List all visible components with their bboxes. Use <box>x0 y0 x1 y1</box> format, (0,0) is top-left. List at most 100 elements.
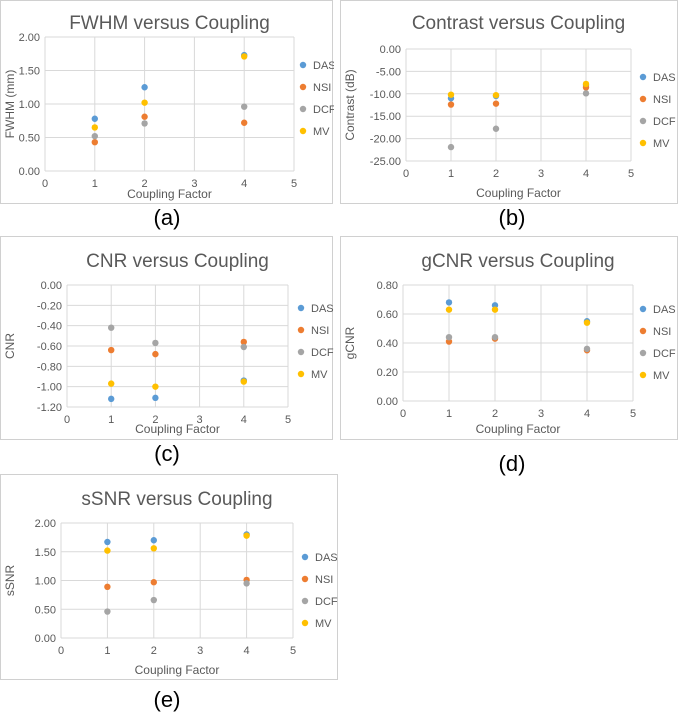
legend-entry: MV <box>653 370 670 382</box>
chart-cnr: CNR versus Coupling 0.00 -0.20 -0.40 -0.60 -0… <box>3 251 334 436</box>
legend-marker <box>639 349 647 357</box>
y-tick-label: 0.60 <box>377 309 398 321</box>
legend-marker <box>301 575 309 583</box>
data-point-mv <box>91 124 99 131</box>
data-point-dcf <box>445 334 453 341</box>
data-point-dcf <box>243 580 250 587</box>
legend-marker <box>297 304 305 312</box>
x-axis-label: Coupling Factor <box>135 422 220 436</box>
legend-marker <box>301 619 309 627</box>
legend-entry: NSI <box>313 82 331 94</box>
x-tick-label: 3 <box>191 178 197 190</box>
y-axis-label: FWHM (mm) <box>3 70 17 139</box>
x-tick-label: 4 <box>241 414 247 426</box>
legend-marker <box>297 370 305 378</box>
data-point-dcf <box>582 90 590 97</box>
y-tick-label: 1.00 <box>35 576 56 588</box>
legend-entry: MV <box>315 618 332 630</box>
x-tick-label: 4 <box>583 168 589 180</box>
data-point-das <box>150 537 157 544</box>
chart-title: Contrast versus Coupling <box>412 13 625 34</box>
x-tick-label: 5 <box>291 178 297 190</box>
caption-b: (b) <box>498 205 526 230</box>
caption-a: (a) <box>153 205 181 230</box>
data-point-nsi <box>108 346 115 354</box>
y-tick-label: -15.00 <box>370 111 401 123</box>
x-tick-label: 0 <box>403 168 409 180</box>
data-point-das <box>445 299 453 306</box>
legend-marker <box>297 326 305 334</box>
x-tick-label: 3 <box>538 168 544 180</box>
data-point-mv <box>243 532 250 539</box>
x-tick-label: 2 <box>493 168 499 180</box>
x-tick-label: 4 <box>241 178 247 190</box>
x-tick-label: 0 <box>400 408 406 420</box>
x-tick-label: 1 <box>446 408 452 420</box>
x-tick-label: 5 <box>628 168 634 180</box>
chart-ssnr: sSNR versus Coupling 0.00 0.50 1.00 1.50 2.00… <box>3 489 338 677</box>
data-point-das <box>108 395 115 403</box>
data-point-das <box>91 115 99 122</box>
x-tick-label: 5 <box>285 414 291 426</box>
legend-marker <box>639 327 647 335</box>
y-tick-label: -5.00 <box>376 66 401 78</box>
x-tick-label: 5 <box>290 645 296 657</box>
caption-c: (c) <box>154 441 180 466</box>
y-tick-label: 0.00 <box>35 633 56 645</box>
data-point-das <box>152 394 159 402</box>
y-tick-label: -25.00 <box>370 156 401 168</box>
y-tick-label: 0.00 <box>377 396 398 408</box>
y-tick-label: -1.20 <box>37 402 62 414</box>
x-axis-label: Coupling Factor <box>135 663 220 677</box>
legend-marker <box>639 305 647 313</box>
y-tick-label: 2.00 <box>35 518 56 530</box>
x-tick-label: 1 <box>448 168 454 180</box>
legend-marker <box>299 83 307 91</box>
x-tick-label: 3 <box>197 414 203 426</box>
legend-marker <box>297 348 305 356</box>
x-tick-label: 1 <box>108 414 114 426</box>
data-point-nsi <box>240 338 247 346</box>
data-point-mv <box>150 545 157 552</box>
y-tick-label: 0.40 <box>377 338 398 350</box>
data-point-dcf <box>491 334 499 341</box>
legend-entry: MV <box>311 369 328 381</box>
legend-entry: DAS <box>653 72 676 84</box>
data-point-dcf <box>583 345 591 352</box>
data-point-nsi <box>152 350 159 358</box>
legend-entry: DAS <box>653 304 676 316</box>
x-tick-label: 5 <box>630 408 636 420</box>
data-point-mv <box>445 306 453 313</box>
data-point-mv <box>240 378 247 385</box>
legend-marker <box>299 105 307 113</box>
y-tick-label: 1.50 <box>35 547 56 559</box>
legend-entry: DCF <box>653 116 676 128</box>
legend-marker <box>639 95 647 103</box>
legend-marker <box>301 553 309 561</box>
y-tick-label: 0.50 <box>19 133 40 145</box>
legend-entry: NSI <box>311 325 329 337</box>
data-point-mv <box>491 306 499 313</box>
y-axis-label: Contrast (dB) <box>343 69 357 140</box>
x-tick-label: 0 <box>64 414 70 426</box>
caption-e: (e) <box>153 687 181 712</box>
chart-title: CNR versus Coupling <box>86 251 269 272</box>
x-tick-label: 3 <box>538 408 544 420</box>
chart-title: FWHM versus Coupling <box>69 13 270 34</box>
chart-contrast: Contrast versus Coupling 0.00 -5.00 -10.00 -… <box>343 13 676 200</box>
data-point-dcf <box>152 339 159 347</box>
legend-entry: DAS <box>311 303 334 315</box>
legend-marker <box>299 127 307 135</box>
chart-fwhm: FWHM versus Coupling 0.00 0.50 1.00 1.50 2.00… <box>3 13 334 201</box>
x-tick-label: 0 <box>58 645 64 657</box>
data-point-das <box>141 84 148 91</box>
legend-entry: NSI <box>653 94 671 106</box>
x-tick-label: 4 <box>584 408 590 420</box>
x-tick-label: 3 <box>197 645 203 657</box>
x-tick-label: 0 <box>42 178 48 190</box>
data-point-das <box>104 538 111 546</box>
legend-entry: DCF <box>313 104 334 116</box>
y-tick-label: 0.20 <box>377 367 398 379</box>
x-axis-label: Coupling Factor <box>476 422 561 436</box>
data-point-dcf <box>108 324 115 331</box>
